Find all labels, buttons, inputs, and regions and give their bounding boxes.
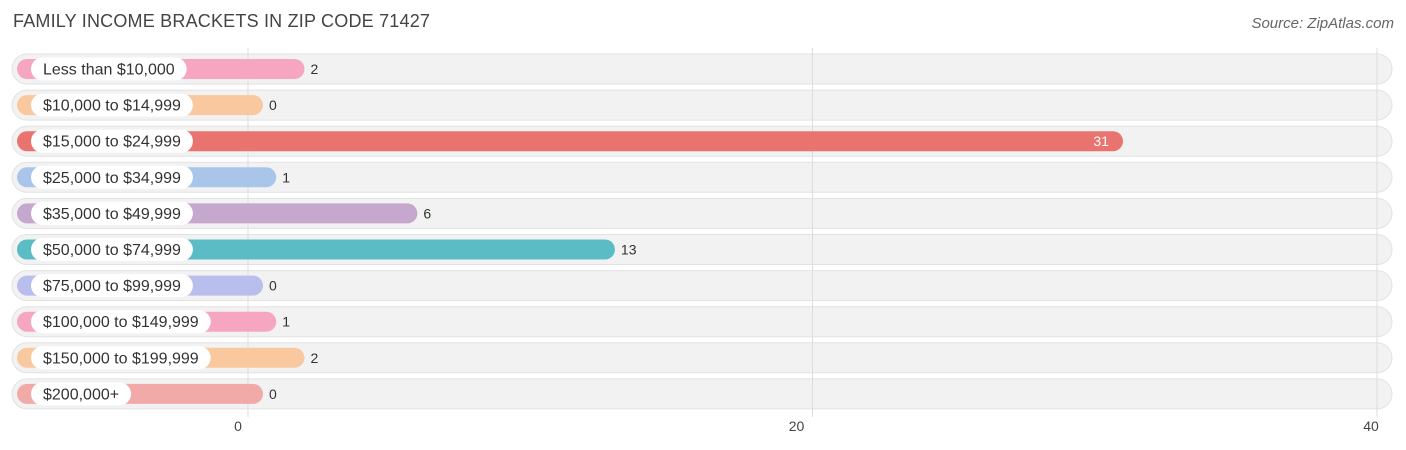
- category-label-pill: [31, 201, 193, 225]
- category-label: $150,000 to $199,999: [43, 350, 199, 367]
- row-track: [11, 53, 1393, 85]
- value-label: 0: [269, 97, 277, 113]
- category-label-pill: [31, 382, 132, 406]
- chart-title: FAMILY INCOME BRACKETS IN ZIP CODE 71427: [13, 11, 431, 31]
- category-label-pill: [31, 274, 193, 298]
- row-track: [11, 161, 1393, 193]
- x-tick-label: 20: [789, 418, 805, 434]
- category-label: $75,000 to $99,999: [43, 278, 181, 295]
- value-label: 1: [282, 169, 290, 185]
- category-label-pill: [31, 129, 193, 153]
- value-label: 1: [282, 314, 290, 330]
- row-track: [11, 89, 1393, 121]
- value-label: 31: [1093, 133, 1109, 149]
- value-label: 6: [423, 205, 431, 221]
- category-label: Less than $10,000: [43, 62, 175, 79]
- row-track: [11, 378, 1393, 410]
- value-label: 0: [269, 386, 277, 402]
- category-label-pill: [31, 93, 193, 117]
- category-label-pill: [31, 238, 193, 261]
- category-label-pill: [31, 346, 211, 370]
- category-label: $35,000 to $49,999: [43, 206, 181, 223]
- category-label-pill: [31, 57, 187, 81]
- category-label: $100,000 to $149,999: [43, 314, 199, 331]
- category-label: $50,000 to $74,999: [43, 242, 181, 259]
- category-label: $15,000 to $24,999: [43, 134, 181, 151]
- row-track: [11, 270, 1393, 302]
- category-label-pill: [31, 165, 193, 189]
- x-tick-label: 40: [1363, 418, 1379, 434]
- row-track: [11, 306, 1393, 338]
- category-label-pill: [31, 310, 211, 334]
- category-label: $10,000 to $14,999: [43, 98, 181, 115]
- source-label: Source: ZipAtlas.com: [1251, 15, 1394, 32]
- x-tick-label: 0: [234, 418, 242, 434]
- row-track: [11, 342, 1393, 374]
- category-label: $200,000+: [43, 386, 119, 403]
- category-label: $25,000 to $34,999: [43, 170, 181, 187]
- value-label: 2: [310, 61, 318, 77]
- value-label: 0: [269, 278, 277, 294]
- bar: [17, 131, 1123, 152]
- value-label: 13: [621, 242, 637, 258]
- value-label: 2: [310, 350, 318, 366]
